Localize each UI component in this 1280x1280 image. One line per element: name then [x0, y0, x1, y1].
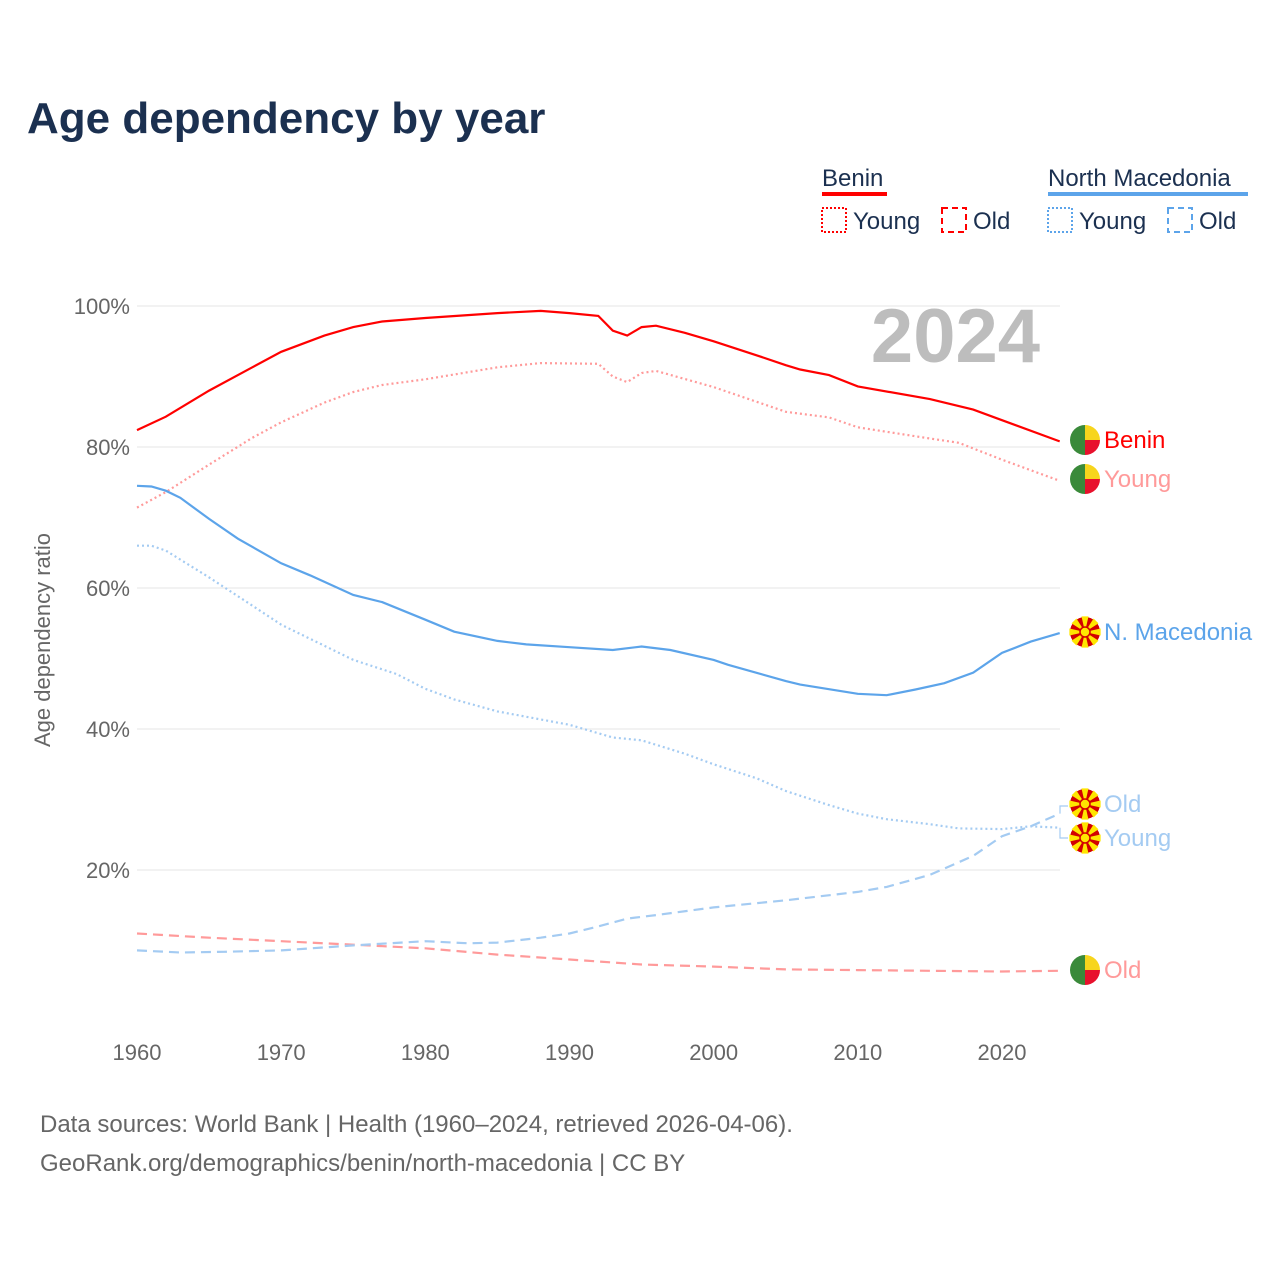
- series-end-label: Benin: [1104, 427, 1165, 454]
- legend-swatch-old: [941, 207, 967, 233]
- x-tick-label: 1990: [545, 1040, 594, 1065]
- benin-flag-icon: [1070, 464, 1100, 494]
- legend-group-swatch: [822, 192, 887, 196]
- y-tick-label: 60%: [86, 576, 130, 601]
- legend-group-label[interactable]: Benin: [822, 165, 883, 192]
- x-tick-label: 2020: [978, 1040, 1027, 1065]
- x-tick-label: 1980: [401, 1040, 450, 1065]
- footer-sources: Data sources: World Bank | Health (1960–…: [40, 1111, 793, 1138]
- series-line-benin-young[interactable]: [136, 361, 1061, 509]
- x-tick-label: 1970: [257, 1040, 306, 1065]
- legend-swatch-young: [821, 207, 847, 233]
- series-line-benin-old[interactable]: [136, 932, 1060, 973]
- series-end-label: Old: [1104, 791, 1141, 818]
- legend-swatch-old: [1167, 207, 1193, 233]
- benin-flag-icon: [1070, 425, 1100, 455]
- y-tick-label: 80%: [86, 435, 130, 460]
- y-tick-label: 100%: [74, 294, 130, 319]
- legend-item-label[interactable]: Young: [1079, 208, 1146, 235]
- series-line-north-macedonia-young[interactable]: [137, 544, 1060, 831]
- chart-title: Age dependency by year: [27, 94, 545, 143]
- x-tick-label: 1960: [113, 1040, 162, 1065]
- footer-link[interactable]: GeoRank.org/demographics/benin/north-mac…: [40, 1150, 685, 1177]
- series-end-label: Young: [1104, 466, 1171, 493]
- y-tick-label: 20%: [86, 858, 130, 883]
- label-connector: [1059, 805, 1068, 839]
- north-macedonia-flag-icon: [1069, 822, 1101, 854]
- year-badge: 2024: [871, 294, 1040, 379]
- series-end-label: Young: [1104, 825, 1171, 852]
- x-tick-label: 2010: [833, 1040, 882, 1065]
- series-end-label: N. Macedonia: [1104, 619, 1253, 646]
- benin-flag-icon: [1070, 955, 1100, 985]
- series-line-north-macedonia-old[interactable]: [136, 812, 1061, 954]
- x-tick-label: 2000: [689, 1040, 738, 1065]
- north-macedonia-flag-icon: [1069, 616, 1101, 648]
- north-macedonia-flag-icon: [1069, 788, 1101, 820]
- legend-item-label[interactable]: Old: [1199, 208, 1236, 235]
- legend-item-label[interactable]: Old: [973, 208, 1010, 235]
- series-line-benin[interactable]: [136, 309, 1061, 443]
- series-end-label: Old: [1104, 957, 1141, 984]
- legend-group-swatch: [1048, 192, 1248, 196]
- legend-swatch-young: [1047, 207, 1073, 233]
- legend-group-label[interactable]: North Macedonia: [1048, 165, 1231, 192]
- legend-item-label[interactable]: Young: [853, 208, 920, 235]
- y-tick-label: 40%: [86, 717, 130, 742]
- y-axis-label: Age dependency ratio: [30, 533, 55, 747]
- series-line-north-macedonia[interactable]: [136, 484, 1061, 697]
